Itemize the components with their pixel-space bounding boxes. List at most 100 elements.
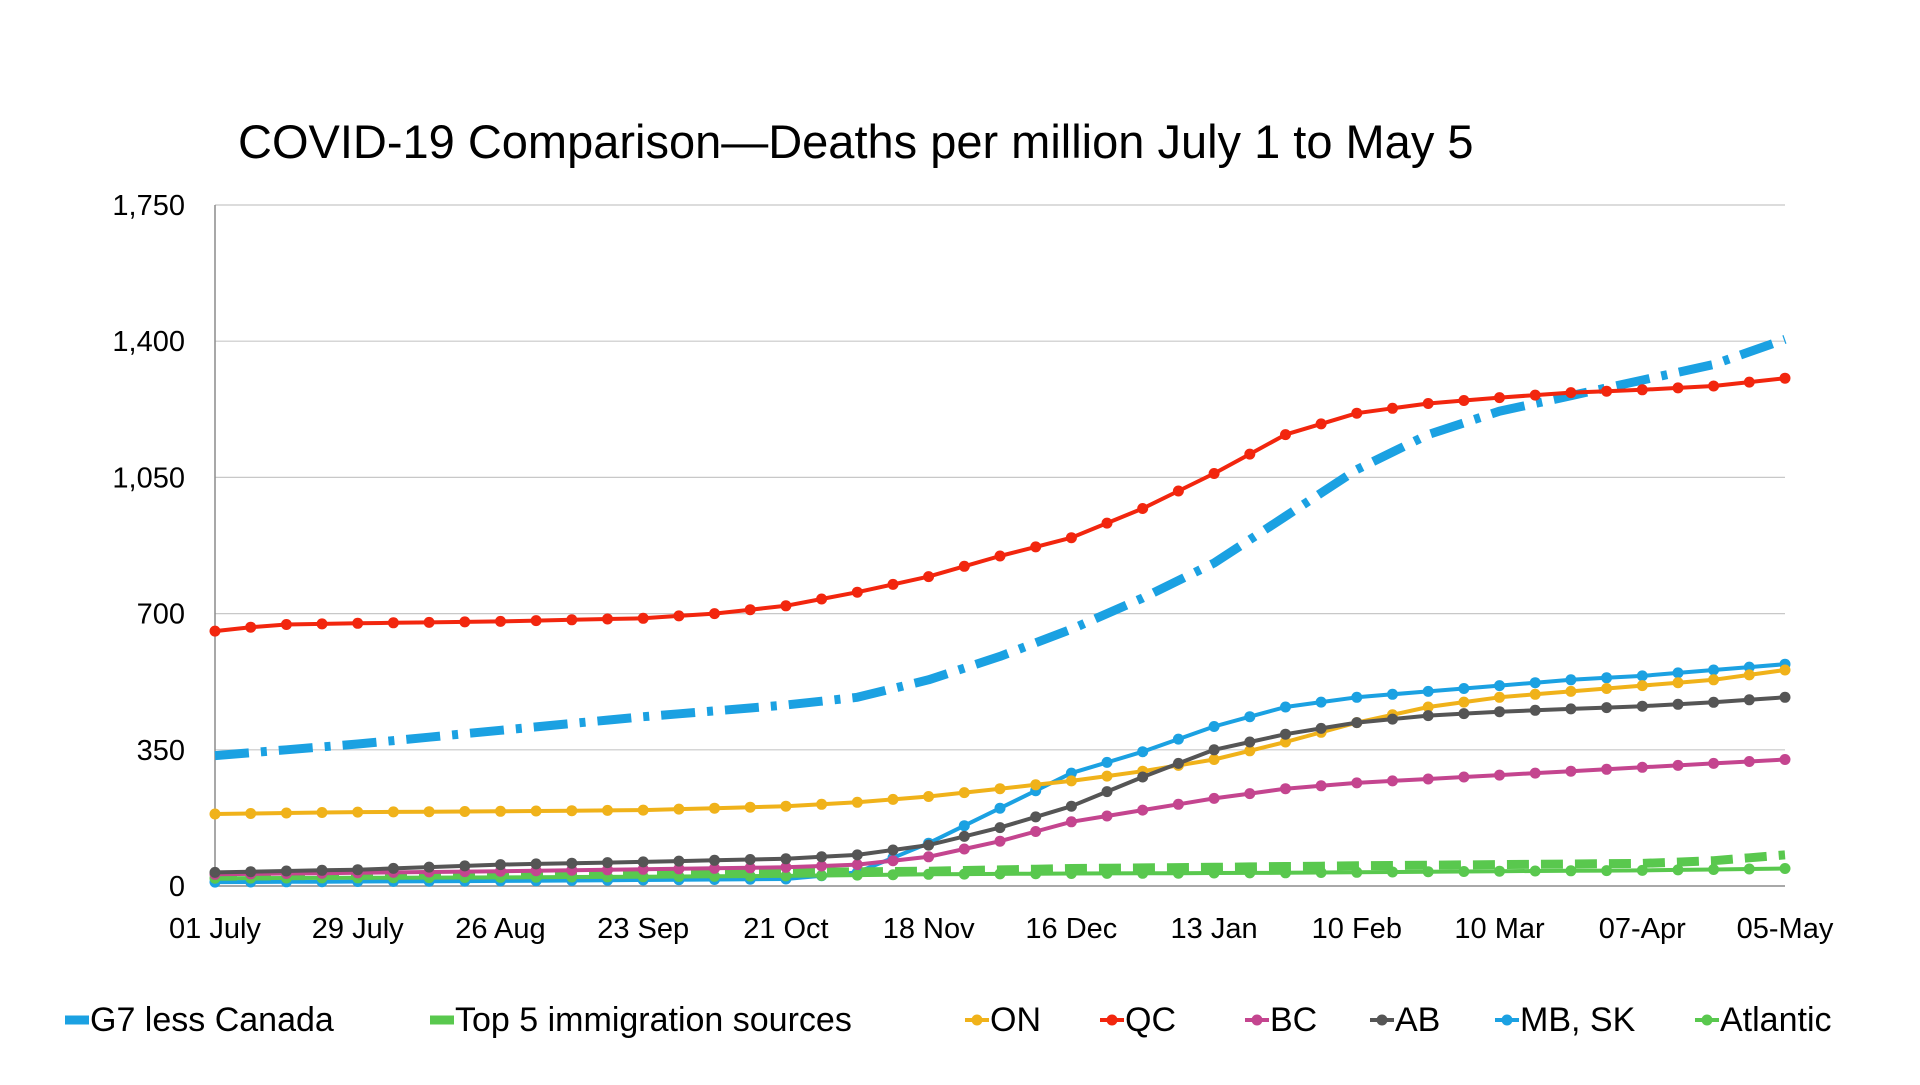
data-point (1387, 402, 1398, 414)
data-point (316, 864, 328, 876)
x-tick-label: 10 Mar (1454, 913, 1545, 945)
data-point (1351, 777, 1363, 789)
series-g7-less-canada (214, 335, 1787, 761)
legend-marker (1701, 1014, 1713, 1026)
legend-marker (1251, 1014, 1263, 1026)
data-point (1565, 685, 1577, 697)
x-tick-label: 26 Aug (455, 913, 545, 945)
legend-marker (971, 1014, 983, 1026)
data-point (566, 805, 578, 817)
data-point (1137, 746, 1149, 758)
data-point (1529, 389, 1541, 401)
data-point (1779, 754, 1791, 765)
data-point (1137, 771, 1149, 783)
data-point (1458, 771, 1470, 783)
data-point (744, 801, 756, 813)
data-point (352, 864, 364, 876)
data-point (1708, 696, 1720, 708)
data-point (1672, 667, 1684, 679)
legend-item: AB (1370, 1001, 1440, 1039)
y-tick-label: 0 (169, 871, 185, 903)
legend-item: ON (965, 1001, 1041, 1039)
data-point (1708, 864, 1720, 875)
x-tick-label: 29 July (312, 913, 404, 945)
y-tick-label: 700 (137, 599, 185, 631)
data-point (816, 851, 828, 863)
data-point (1672, 677, 1684, 689)
data-point (816, 860, 828, 872)
data-point (1601, 683, 1613, 694)
data-point (1494, 392, 1505, 404)
data-point (1743, 756, 1755, 767)
data-point (1030, 779, 1042, 791)
data-point (459, 806, 471, 817)
legend-label: AB (1395, 1001, 1440, 1039)
data-point (1101, 810, 1113, 822)
legend-label: Top 5 immigration sources (455, 1001, 852, 1039)
data-point (637, 856, 649, 868)
data-point (1315, 418, 1327, 430)
data-point (958, 820, 970, 832)
x-tick-label: 18 Nov (883, 913, 975, 945)
data-point (1636, 680, 1648, 692)
data-point (1494, 865, 1505, 877)
data-point (566, 857, 578, 869)
legend-marker (1106, 1014, 1118, 1026)
data-point (1315, 780, 1327, 792)
data-point (1601, 763, 1613, 775)
data-point (423, 616, 435, 628)
x-tick-label: 21 Oct (743, 913, 828, 945)
data-point (1743, 661, 1755, 673)
series-ab (209, 691, 1791, 878)
data-point (673, 863, 685, 875)
data-point (1458, 708, 1470, 720)
data-point (923, 851, 935, 863)
data-point (994, 802, 1006, 814)
data-point (530, 858, 542, 870)
data-point (459, 616, 471, 628)
data-point (1351, 407, 1363, 419)
legend-item: BC (1245, 1001, 1317, 1039)
data-point (1137, 503, 1149, 514)
data-point (1529, 688, 1541, 700)
data-point (1172, 733, 1184, 745)
data-point (1101, 756, 1113, 768)
data-point (1244, 788, 1256, 800)
data-point (423, 806, 435, 818)
data-point (1743, 694, 1755, 706)
data-point (744, 604, 756, 616)
data-point (994, 822, 1006, 834)
data-point (1565, 765, 1577, 777)
data-point (1422, 701, 1434, 713)
data-point (709, 608, 720, 620)
x-tick-label: 13 Jan (1171, 913, 1258, 945)
data-point (1565, 674, 1577, 686)
data-point (1065, 816, 1077, 828)
data-point (1708, 664, 1720, 676)
data-point (1494, 706, 1505, 718)
data-point (280, 619, 292, 630)
data-point (709, 854, 720, 866)
data-point (780, 870, 792, 882)
data-point (387, 806, 399, 818)
legend-item: Atlantic (1695, 1001, 1832, 1039)
data-point (245, 866, 257, 878)
data-point (209, 625, 221, 637)
data-point (1494, 769, 1505, 781)
data-point (1065, 767, 1077, 779)
data-point (1529, 677, 1541, 689)
data-point (673, 610, 685, 622)
data-point (887, 855, 899, 867)
data-point (1672, 382, 1684, 394)
data-point (1208, 792, 1220, 804)
data-point (816, 870, 828, 881)
series-on (209, 664, 1791, 820)
data-point (1708, 757, 1720, 769)
data-point (780, 861, 792, 873)
data-point (209, 808, 221, 820)
series-line (214, 376, 1786, 634)
data-point (637, 612, 649, 624)
x-tick-label: 01 July (169, 913, 261, 945)
data-point (1422, 685, 1434, 697)
